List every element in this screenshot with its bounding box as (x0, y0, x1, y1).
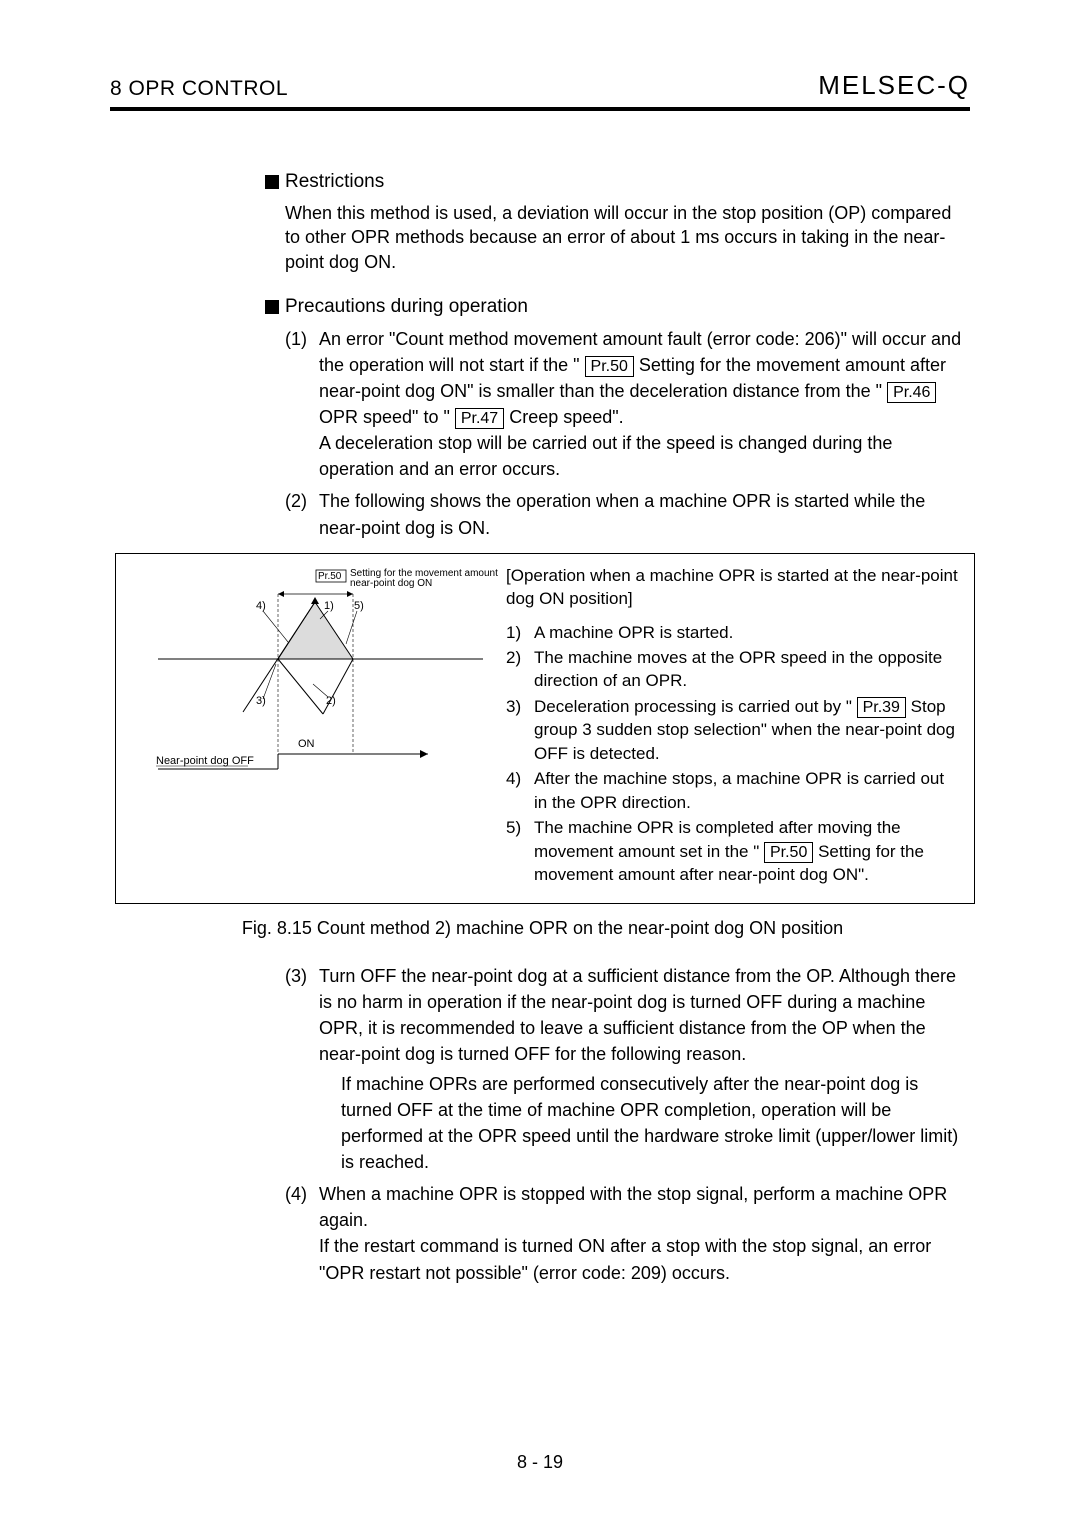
figure-step-number: 5) (506, 816, 534, 886)
list-item-number: (1) (285, 326, 319, 483)
figure-step-text: The machine moves at the OPR speed in th… (534, 646, 962, 693)
svg-text:4): 4) (256, 600, 266, 612)
page-number: 8 - 19 (0, 1452, 1080, 1473)
figure-step-number: 2) (506, 646, 534, 693)
figure-caption: Fig. 8.15 Count method 2) machine OPR on… (115, 918, 970, 939)
figure-step-number: 1) (506, 621, 534, 644)
list-item: (1)An error "Count method movement amoun… (285, 326, 970, 483)
list-item-text: Turn OFF the near-point dog at a suffici… (319, 963, 970, 1176)
list-item: (2)The following shows the operation whe… (285, 488, 970, 540)
restrictions-body: When this method is used, a deviation wi… (285, 201, 970, 274)
parameter-box: Pr.50 (764, 842, 813, 863)
page-header: 8 OPR CONTROL MELSEC-Q (110, 70, 970, 101)
figure-step-text: The machine OPR is completed after movin… (534, 816, 962, 886)
figure-diagram: Pr.50 Setting for the movement amount af… (128, 564, 498, 889)
figure-step-item: 3)Deceleration processing is carried out… (506, 695, 962, 765)
precautions-heading: Precautions during operation (265, 296, 970, 318)
svg-text:1): 1) (324, 600, 334, 612)
svg-text:3): 3) (256, 695, 266, 707)
diagram-pr50-box: Pr.50 (318, 571, 342, 582)
svg-text:ON: ON (298, 738, 315, 750)
list-item-text: The following shows the operation when a… (319, 488, 970, 540)
parameter-box: Pr.47 (455, 408, 504, 429)
list-item: (4)When a machine OPR is stopped with th… (285, 1181, 970, 1285)
restrictions-heading-text: Restrictions (285, 171, 384, 193)
figure-box: Pr.50 Setting for the movement amount af… (115, 553, 975, 904)
figure-step-item: 2)The machine moves at the OPR speed in … (506, 646, 962, 693)
figure-description: [Operation when a machine OPR is started… (498, 564, 962, 889)
square-bullet-icon (265, 300, 279, 314)
list-item-number: (2) (285, 488, 319, 540)
restrictions-heading: Restrictions (265, 171, 970, 193)
figure-step-item: 4)After the machine stops, a machine OPR… (506, 767, 962, 814)
figure-right-title: [Operation when a machine OPR is started… (506, 564, 962, 611)
precautions-list: (1)An error "Count method movement amoun… (285, 326, 970, 541)
list-item-text: An error "Count method movement amount f… (319, 326, 970, 483)
precautions-heading-text: Precautions during operation (285, 296, 528, 318)
after-figure-list: (3)Turn OFF the near-point dog at a suff… (285, 963, 970, 1286)
parameter-box: Pr.50 (585, 356, 634, 377)
chapter-title: 8 OPR CONTROL (110, 77, 288, 101)
figure-step-item: 1)A machine OPR is started. (506, 621, 962, 644)
square-bullet-icon (265, 175, 279, 189)
header-rule (110, 107, 970, 111)
figure-step-item: 5)The machine OPR is completed after mov… (506, 816, 962, 886)
svg-text:Near-point dog OFF: Near-point dog OFF (156, 755, 254, 767)
list-item-number: (3) (285, 963, 319, 1176)
svg-text:near-point dog ON: near-point dog ON (350, 578, 432, 589)
parameter-box: Pr.46 (887, 382, 936, 403)
list-item: (3)Turn OFF the near-point dog at a suff… (285, 963, 970, 1176)
parameter-box: Pr.39 (857, 697, 906, 718)
figure-step-number: 3) (506, 695, 534, 765)
figure-step-text: After the machine stops, a machine OPR i… (534, 767, 962, 814)
brand-title: MELSEC-Q (818, 70, 970, 101)
list-item-text: When a machine OPR is stopped with the s… (319, 1181, 970, 1285)
figure-step-text: Deceleration processing is carried out b… (534, 695, 962, 765)
list-item-number: (4) (285, 1181, 319, 1285)
figure-step-text: A machine OPR is started. (534, 621, 962, 644)
svg-text:5): 5) (354, 600, 364, 612)
figure-step-number: 4) (506, 767, 534, 814)
